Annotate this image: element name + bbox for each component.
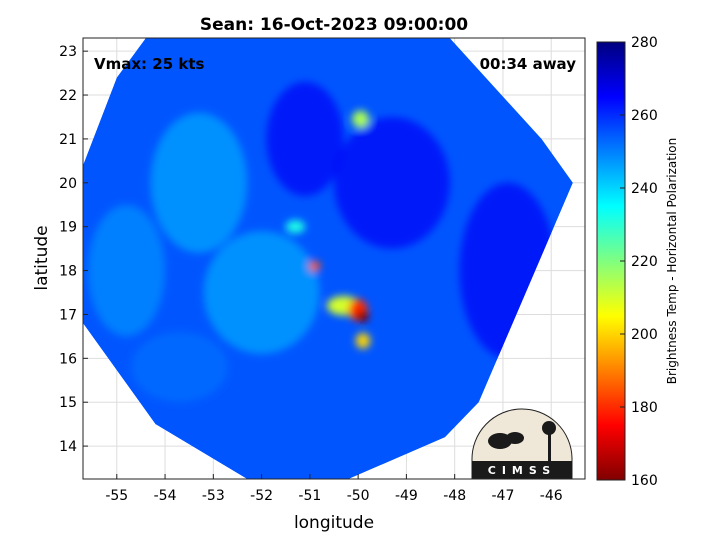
y-tick-label-1: 15 — [59, 395, 77, 411]
vmax-annotation: Vmax: 25 kts — [94, 55, 204, 73]
y-tick-label-0: 14 — [59, 439, 77, 455]
brightness-feature-11 — [356, 333, 370, 349]
x-tick-label-4: -51 — [298, 488, 321, 504]
time-away-annotation: 00:34 away — [480, 55, 577, 73]
x-tick-label-0: -55 — [105, 488, 128, 504]
x-tick-label-2: -53 — [202, 488, 225, 504]
brightness-feature-12 — [357, 311, 369, 322]
brightness-feature-6 — [131, 332, 228, 402]
brightness-feature-1 — [334, 117, 450, 249]
satellite-dish-icon-2 — [506, 432, 524, 444]
x-tick-label-1: -54 — [154, 488, 177, 504]
y-tick-label-2: 16 — [59, 351, 77, 367]
colorbar-tick-label-3: 220 — [631, 254, 658, 270]
tower-icon — [548, 432, 551, 461]
y-tick-label-8: 22 — [59, 88, 77, 104]
y-tick-label-4: 18 — [59, 264, 77, 280]
brightness-feature-3 — [151, 113, 248, 253]
colorbar-label: Brightness Temp - Horizontal Polarizatio… — [665, 138, 679, 385]
x-axis-label: longitude — [294, 513, 374, 533]
colorbar-tick-label-1: 180 — [631, 400, 658, 416]
x-tick-label-5: -50 — [347, 488, 370, 504]
colorbar-tick-label-6: 280 — [631, 35, 658, 51]
brightness-feature-4 — [88, 205, 165, 337]
x-tick-label-7: -48 — [443, 488, 466, 504]
y-tick-label-6: 20 — [59, 176, 77, 192]
colorbar-tick-label-5: 260 — [631, 108, 658, 124]
y-tick-label-5: 19 — [59, 220, 77, 236]
x-tick-label-8: -47 — [492, 488, 515, 504]
brightness-feature-13 — [309, 261, 321, 272]
chart-title: Sean: 16-Oct-2023 09:00:00 — [200, 15, 468, 35]
x-tick-label-3: -52 — [250, 488, 273, 504]
x-tick-label-6: -49 — [395, 488, 418, 504]
logo-text: CIMSS — [488, 464, 556, 477]
brightness-feature-9 — [352, 110, 369, 128]
y-tick-label-7: 21 — [59, 132, 77, 148]
x-tick-label-9: -46 — [540, 488, 563, 504]
y-axis-label: latitude — [32, 225, 52, 290]
colorbar-tick-label-2: 200 — [631, 327, 658, 343]
y-tick-label-3: 17 — [59, 307, 77, 323]
colorbar-tick-label-0: 160 — [631, 473, 658, 489]
brightness-feature-5 — [266, 82, 343, 196]
colorbar-ticks: 160 180 200 220 240 260 280 — [620, 35, 658, 489]
water-tower-icon — [542, 421, 556, 435]
brightness-feature-2 — [204, 231, 320, 354]
colorbar-tick-label-4: 240 — [631, 181, 658, 197]
brightness-feature-10 — [286, 220, 305, 233]
y-tick-label-9: 23 — [59, 44, 77, 60]
